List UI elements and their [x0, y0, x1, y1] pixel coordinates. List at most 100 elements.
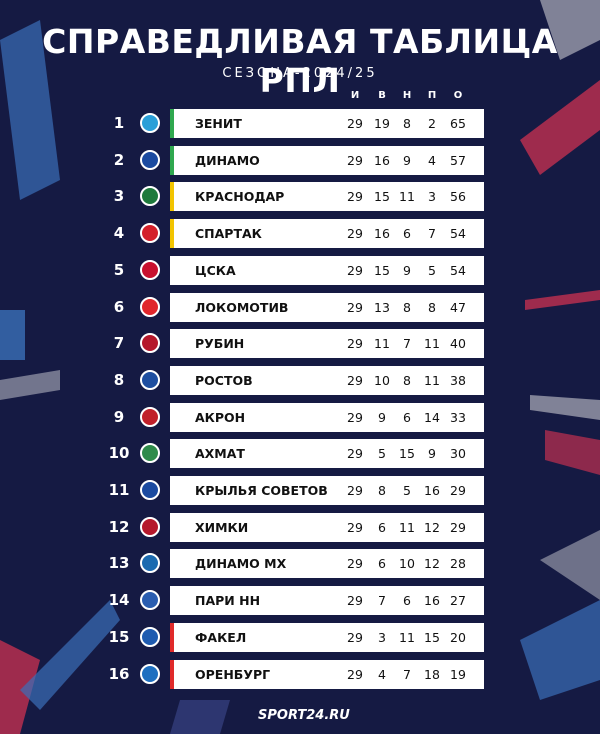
stat-cell: 15 [424, 629, 440, 645]
stat-cell: 29 [347, 519, 363, 535]
team-name: ФАКЕЛ [195, 629, 247, 645]
team-name: ОРЕНБУРГ [195, 666, 271, 682]
row-background [170, 365, 484, 395]
stat-cell: 6 [403, 226, 411, 242]
stat-cell: 10 [399, 556, 415, 572]
row-background [170, 402, 484, 432]
zone-marker [170, 182, 174, 212]
stat-cell: 47 [450, 299, 466, 315]
row-background [170, 292, 484, 322]
stat-cell: 8 [403, 299, 411, 315]
team-name: КРЫЛЬЯ СОВЕТОВ [195, 483, 328, 498]
row-background [170, 329, 484, 359]
stat-cell: 15 [399, 446, 415, 462]
stat-cell: 5 [403, 483, 411, 498]
team-name: ДИНАМО [195, 152, 260, 168]
stat-cell: 11 [374, 336, 390, 352]
rank: 9 [113, 407, 125, 426]
stat-cell: 6 [378, 556, 386, 572]
row-background [170, 586, 484, 616]
stat-cell: 29 [347, 152, 363, 168]
team-name: РОСТОВ [195, 372, 253, 388]
zone-marker [170, 622, 174, 652]
stat-cell: 29 [347, 666, 363, 682]
rank: 13 [108, 554, 130, 573]
team-name: ХИМКИ [195, 519, 249, 535]
stat-cell: 8 [428, 299, 436, 315]
zone-marker [170, 659, 174, 689]
team-logo [140, 149, 160, 170]
stat-cell: 54 [450, 226, 466, 242]
team-name: РУБИН [195, 336, 245, 352]
stat-cell: 6 [403, 593, 411, 609]
column-header: В [378, 90, 386, 101]
stat-cell: 8 [403, 372, 411, 388]
stat-cell: 13 [374, 299, 390, 315]
stat-cell: 29 [450, 483, 466, 498]
stat-cell: 7 [403, 336, 411, 352]
stat-cell: 11 [399, 519, 415, 535]
stat-cell: 12 [424, 519, 440, 535]
stat-cell: 40 [450, 336, 466, 352]
rank: 4 [113, 224, 125, 243]
team-name: ДИНАМО МХ [195, 556, 287, 572]
team-name: АХМАТ [195, 446, 245, 462]
row-background [170, 659, 484, 689]
stat-cell: 57 [450, 152, 466, 168]
stat-cell: 12 [424, 556, 440, 572]
team-logo [140, 480, 160, 500]
stat-cell: 28 [450, 556, 466, 572]
stat-cell: 29 [347, 593, 363, 609]
team-logo [140, 223, 160, 244]
team-logo [140, 259, 160, 280]
stat-cell: 4 [378, 666, 386, 682]
stat-cell: 29 [347, 189, 363, 205]
stat-cell: 6 [403, 409, 411, 425]
team-logo [140, 333, 160, 354]
stat-cell: 19 [374, 116, 390, 131]
stat-cell: 29 [347, 372, 363, 388]
rank: 3 [113, 187, 125, 206]
stat-cell: 10 [374, 372, 390, 388]
rank: 10 [108, 444, 130, 463]
row-background [170, 549, 484, 579]
stat-cell: 11 [424, 372, 440, 388]
column-header: И [350, 90, 360, 101]
stat-cell: 16 [374, 152, 390, 168]
zone-marker [170, 145, 174, 175]
row-background [170, 145, 484, 175]
stat-cell: 9 [378, 409, 386, 425]
stat-cell: 20 [450, 629, 466, 645]
title: СПРАВЕДЛИВАЯ ТАБЛИЦА РПЛ [42, 22, 558, 100]
stat-cell: 56 [450, 189, 466, 205]
team-logo [140, 590, 160, 611]
stat-cell: 4 [428, 152, 436, 168]
stat-cell: 65 [450, 116, 466, 131]
stat-cell: 7 [403, 666, 411, 682]
row-background [170, 182, 484, 212]
rank: 8 [113, 370, 125, 389]
stat-cell: 7 [378, 593, 386, 609]
stat-cell: 29 [450, 519, 466, 535]
row-background [170, 439, 484, 469]
stat-cell: 27 [450, 593, 466, 609]
stat-cell: 29 [347, 446, 363, 462]
row-background [170, 219, 484, 249]
stat-cell: 15 [374, 262, 390, 278]
team-name: ЦСКА [195, 262, 236, 278]
team-name: ЗЕНИТ [195, 116, 242, 131]
stat-cell: 11 [399, 629, 415, 645]
team-name: ЛОКОМОТИВ [195, 299, 289, 315]
rank: 16 [108, 664, 130, 683]
stat-cell: 5 [378, 446, 386, 462]
stat-cell: 29 [347, 336, 363, 352]
stat-cell: 16 [374, 226, 390, 242]
stat-cell: 6 [378, 519, 386, 535]
stat-cell: 38 [450, 372, 466, 388]
stat-cell: 16 [424, 483, 440, 498]
stat-cell: 33 [450, 409, 466, 425]
rank: 14 [108, 591, 130, 610]
stat-cell: 18 [424, 666, 440, 682]
